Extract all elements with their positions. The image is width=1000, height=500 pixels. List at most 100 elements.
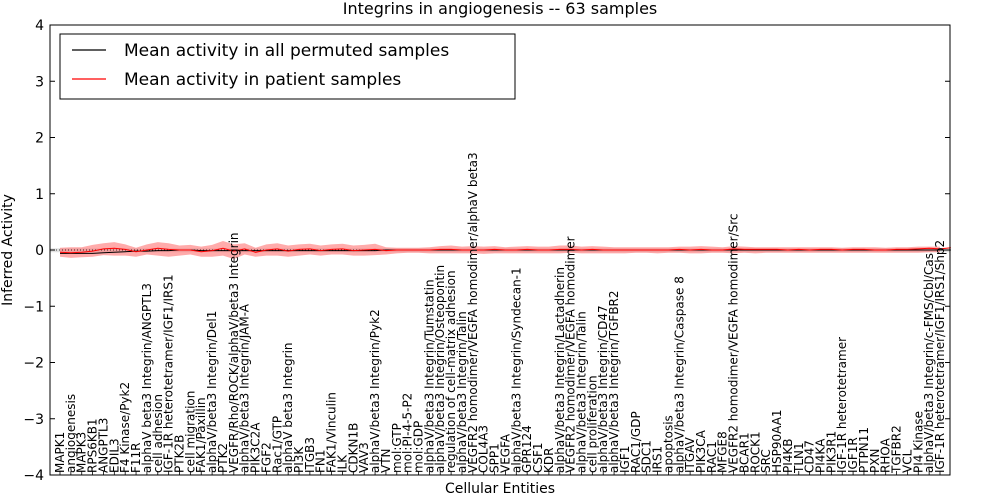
x-tick-label: alphaV beta3 Integrin/ANGPTL3 [140, 283, 154, 473]
x-tick-label: PIK3CA [694, 429, 708, 473]
x-tick-label: alphaV/beta3 Integrin/Pyk2 [368, 309, 382, 473]
x-tick-label: VAV3 [357, 442, 371, 473]
x-tick-label: mol:GDP [412, 421, 426, 473]
x-tick-label: SPP1 [488, 443, 502, 473]
x-tick-label: RPS6KB1 [86, 418, 100, 473]
x-tick-label: IGF-1R heterotetramer [835, 337, 849, 473]
x-tick-label: COL4A3 [477, 425, 491, 473]
x-tick-label: FN1 [314, 449, 328, 473]
legend-box [59, 33, 516, 100]
x-tick-label: angiogenesis [64, 394, 78, 473]
x-tick-label: PI4KA [814, 438, 828, 473]
x-tick-label: VTN [379, 448, 393, 473]
x-tick-label: alphaV/beta3 Integrin/Osteopontin [433, 265, 447, 473]
x-tick-label: alphaV/beta3 Integrin/c-FMS/Cbl/Cas [922, 253, 936, 473]
x-tick-label: CDKN1B [346, 423, 360, 473]
x-tick-label: Rac1/GTP [270, 416, 284, 473]
x-tick-label: F11R [129, 442, 143, 473]
x-tick-label: KDR [542, 448, 556, 473]
x-tick-label: ITGB3 [303, 437, 317, 473]
x-tick-label: CSF1 [531, 442, 545, 473]
x-tick-label: TGFBR2 [890, 425, 904, 474]
x-tick-label: EDIL3 [107, 438, 121, 473]
x-tick-label: GPR124 [520, 425, 534, 473]
x-tick-label: MAPK1 [53, 432, 67, 473]
x-tick-label: VCL [900, 449, 914, 473]
x-tick-label: IGF1R [846, 437, 860, 473]
y-tick-label: 3 [35, 74, 44, 90]
x-tick-label: FGF2 [259, 442, 273, 473]
x-tick-label: PI3K [292, 446, 306, 473]
x-tick-label: mol:PI-4-5-P2 [401, 393, 415, 473]
x-tick-label: alphaV/beta3 Integrin/Talin [455, 311, 469, 473]
x-tick-label: PXN [868, 449, 882, 473]
x-tick-label: F4 Kinase/Pyk2 [118, 382, 132, 473]
x-tick-label: cell migration [183, 391, 197, 473]
x-tick-label: alphaV/beta3 Integrin/Tumstatin [422, 279, 436, 473]
x-tick-label: ITGAV [683, 436, 697, 473]
x-tick-label: PTK2B [173, 435, 187, 473]
series-line-patient [59, 247, 951, 254]
x-tick-label: HSP90AA1 [770, 409, 784, 473]
x-tick-label: mol:GTP [390, 423, 404, 473]
x-tick-label: ILK [336, 454, 350, 473]
x-tick-label: regulation of cell-matrix adhesion [444, 270, 458, 473]
x-tick-label: VEGFR2 homodimer/VEGFA homodimer/alphaV … [466, 152, 480, 473]
x-tick-label: alphaV/beta3 Integrin/TGFBR2 [607, 290, 621, 473]
x-tick-label: CD47 [803, 440, 817, 473]
x-tick-label: cell proliferation [585, 375, 599, 473]
x-tick-label: VEGFR2 homodimer/VEGFA homodimer [564, 236, 578, 473]
x-tick-label: TLN1 [792, 442, 806, 474]
x-tick-label: PTPN11 [857, 427, 871, 473]
legend-label-permuted: Mean activity in all permuted samples [124, 41, 449, 61]
x-tick-label: PIK3C2A [249, 422, 263, 473]
chart-title: Integrins in angiogenesis -- 63 samples [343, 0, 658, 18]
x-tick-label: alphaV/beta3 Integrin/Lactadherin [553, 267, 567, 473]
x-tick-label: alphaV/beta3 Integrin/Del1 [205, 311, 219, 473]
x-tick-label: FAK1/Vinculin [325, 392, 339, 473]
x-tick-label: apoptosis [661, 415, 675, 473]
y-tick-label: −1 [23, 299, 44, 315]
legend-label-patient: Mean activity in patient samples [124, 70, 401, 90]
x-tick-label: RHOA [879, 437, 893, 473]
x-tick-label: ROCK1 [748, 431, 762, 473]
x-tick-label: RAC1 [705, 441, 719, 473]
x-tick-label: VEGFR2 homodimer/VEGFA homodimer/Src [727, 213, 741, 473]
y-tick-label: −3 [23, 412, 44, 428]
x-tick-label: IGF-1R heterotetramer/IGF1/IRS1/Shp2 [933, 240, 947, 473]
x-tick-label: IGF1 [618, 446, 632, 473]
y-tick-label: 4 [35, 18, 44, 34]
plot-area [50, 241, 951, 259]
x-tick-label: alphaV/beta3 Integrin/Caspase 8 [672, 276, 686, 473]
x-tick-label: alphaV/beta3 Integrin/JAM-A [238, 303, 252, 473]
x-tick-label: VEGFR/Rho/ROCK/alphaV/beta3 Integrin [227, 232, 241, 473]
x-tick-label: alphaV/beta3 Integrin/Talin [575, 311, 589, 473]
y-tick-label: −2 [23, 356, 44, 372]
legend: Mean activity in all permuted samples Me… [59, 33, 516, 100]
x-axis-label: Cellular Entities [445, 481, 555, 497]
x-tick-label: VEGFA [498, 433, 512, 473]
x-tick-label: cell adhesion [151, 394, 165, 473]
x-axis: MAPK1angiogenesisMAPK3RPS6KB1ANGPTL3EDIL… [53, 152, 947, 475]
x-tick-label: RAC1/GDP [629, 411, 643, 473]
x-tick-label: alphaV/beta3 Integrin/Syndecan-1 [509, 267, 523, 473]
x-tick-label: alphaV/beta3 Integrin/CD47 [596, 305, 610, 473]
x-tick-label: PI4 Kinase [911, 411, 925, 473]
y-axis-label: Inferred Activity [0, 194, 16, 306]
x-tick-label: SRC [759, 449, 773, 473]
y-tick-label: −4 [23, 468, 44, 484]
x-tick-label: SDC1 [640, 440, 654, 473]
x-tick-label: IRS1 [651, 446, 665, 473]
y-axis: 4 3 2 1 0 −1 −2 −3 −4 [23, 18, 950, 484]
x-tick-label: MAPK3 [75, 432, 89, 473]
y-tick-label: 2 [35, 131, 44, 147]
y-tick-label: 1 [35, 187, 44, 203]
x-tick-label: FAK1/Paxillin [194, 397, 208, 473]
x-tick-label: MFGE8 [716, 431, 730, 473]
y-tick-label: 0 [35, 243, 44, 259]
x-tick-label: alphaV beta3 Integrin [281, 342, 295, 473]
x-tick-label: BCAR1 [737, 432, 751, 473]
x-tick-label: PI4KB [781, 438, 795, 473]
x-tick-label: PTK2 [216, 443, 230, 473]
